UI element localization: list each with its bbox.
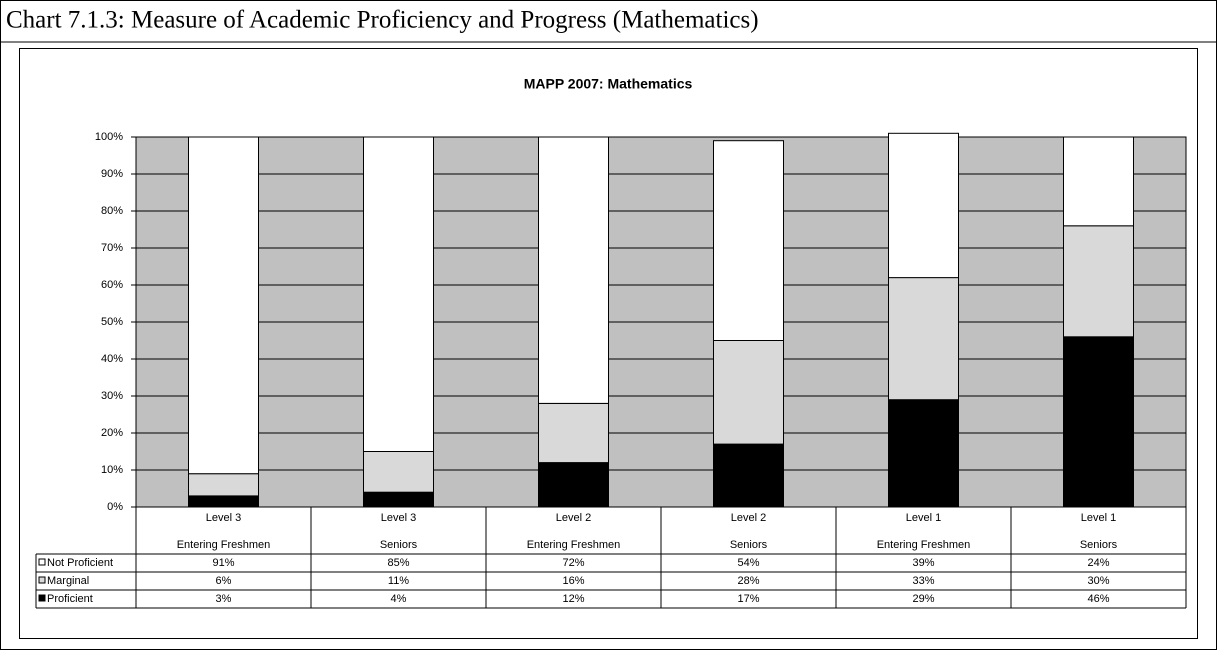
- bar-segment: [188, 473, 259, 497]
- table-value: 6%: [216, 575, 232, 587]
- table-value: 24%: [1087, 557, 1109, 569]
- y-tick-label: 70%: [101, 242, 123, 254]
- table-value: 4%: [391, 593, 407, 605]
- y-tick-label: 80%: [101, 205, 123, 217]
- legend-label: Not Proficient: [47, 557, 113, 569]
- table-value: 28%: [737, 575, 759, 587]
- bar-segment: [713, 140, 784, 341]
- table-value: 17%: [737, 593, 759, 605]
- x-tick-label: Entering Freshmen: [527, 539, 621, 551]
- table-value: 16%: [562, 575, 584, 587]
- y-tick-label: 30%: [101, 390, 123, 402]
- bar-segment: [188, 495, 259, 508]
- bar-segment: [888, 399, 959, 508]
- y-tick-label: 0%: [107, 501, 123, 513]
- x-tick-label: Level 1: [906, 512, 941, 524]
- x-tick-label: Level 2: [556, 512, 591, 524]
- y-tick-label: 40%: [101, 353, 123, 365]
- x-tick-label: Level 1: [1081, 512, 1116, 524]
- y-tick-label: 60%: [101, 279, 123, 291]
- bar-segment: [363, 451, 434, 493]
- legend-key: [38, 558, 46, 566]
- legend-key: [38, 576, 46, 584]
- bar-segment: [363, 136, 434, 452]
- bar-segment: [1063, 136, 1134, 227]
- x-tick-label: Level 3: [206, 512, 241, 524]
- x-tick-label: Seniors: [730, 539, 768, 551]
- table-value: 30%: [1087, 575, 1109, 587]
- x-tick-label: Entering Freshmen: [177, 539, 271, 551]
- bar-segment: [713, 340, 784, 445]
- x-tick-label: Level 2: [731, 512, 766, 524]
- table-value: 72%: [562, 557, 584, 569]
- table-value: 39%: [912, 557, 934, 569]
- bar-segment: [538, 136, 609, 404]
- y-tick-label: 100%: [95, 131, 123, 143]
- legend-label: Marginal: [47, 575, 89, 587]
- table-value: 91%: [212, 557, 234, 569]
- bar-segment: [538, 462, 609, 508]
- table-value: 29%: [912, 593, 934, 605]
- bar-segment: [713, 443, 784, 508]
- bar-segment: [1063, 336, 1134, 508]
- table-value: 85%: [387, 557, 409, 569]
- table-value: 12%: [562, 593, 584, 605]
- x-tick-label: Seniors: [1080, 539, 1118, 551]
- bar-segment: [1063, 225, 1134, 338]
- y-tick-label: 20%: [101, 427, 123, 439]
- x-tick-label: Level 3: [381, 512, 416, 524]
- table-value: 54%: [737, 557, 759, 569]
- chart-title: MAPP 2007: Mathematics: [524, 76, 693, 92]
- x-tick-label: Entering Freshmen: [877, 539, 971, 551]
- y-tick-label: 10%: [101, 464, 123, 476]
- table-value: 46%: [1087, 593, 1109, 605]
- caption: Chart 7.1.3: Measure of Academic Profici…: [6, 7, 759, 34]
- table-value: 3%: [216, 593, 232, 605]
- bar-segment: [363, 491, 434, 508]
- bar-segment: [888, 132, 959, 279]
- table-value: 11%: [388, 575, 409, 587]
- bar-segment: [188, 136, 259, 475]
- table-value: 33%: [912, 575, 934, 587]
- legend-label: Proficient: [47, 593, 93, 605]
- bar-segment: [888, 277, 959, 401]
- x-tick-label: Seniors: [380, 539, 418, 551]
- y-tick-label: 90%: [101, 168, 123, 180]
- y-tick-label: 50%: [101, 316, 123, 328]
- legend-key: [38, 594, 46, 602]
- bar-segment: [538, 402, 609, 464]
